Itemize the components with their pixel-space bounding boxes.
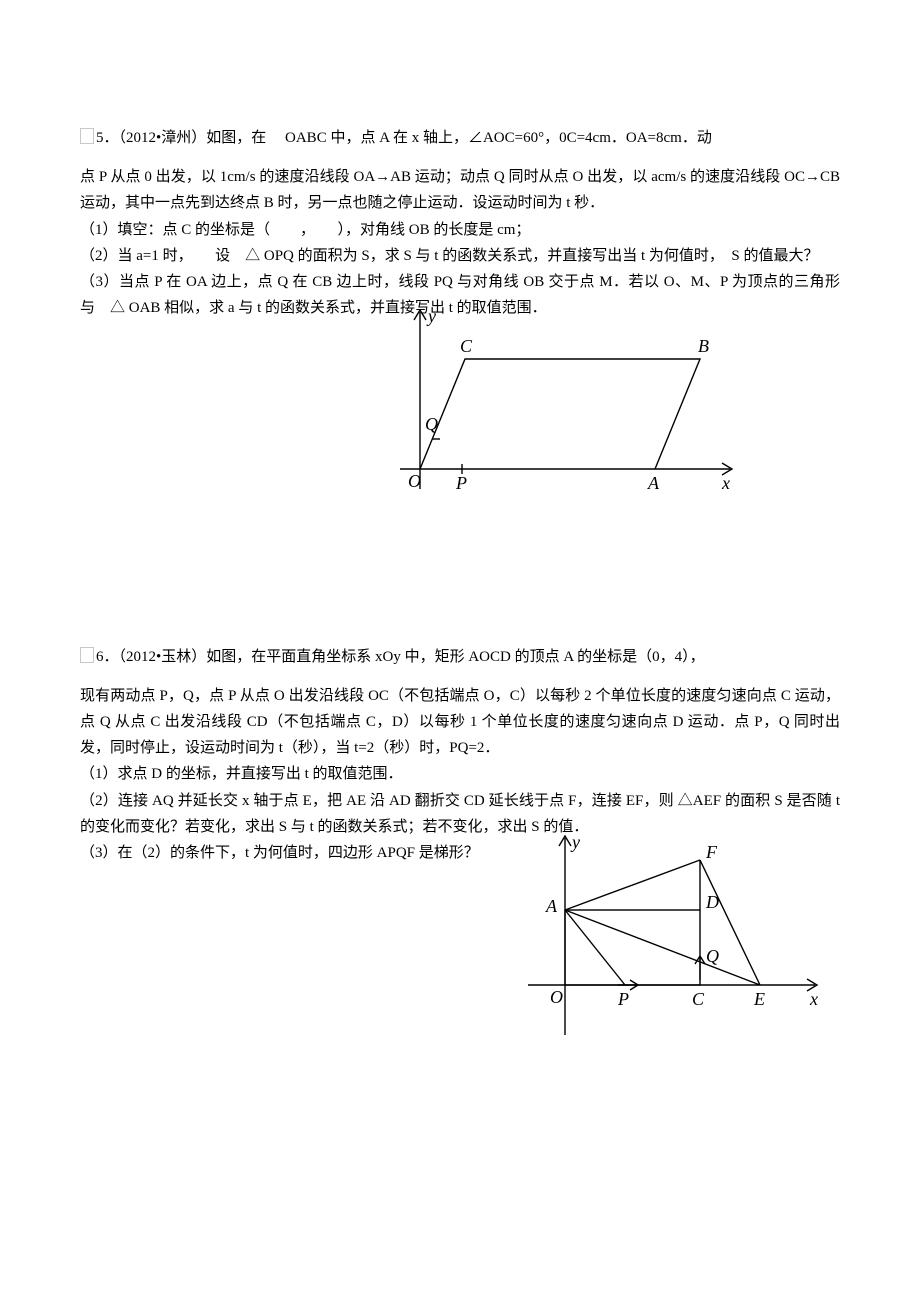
fig6-label-D: D: [705, 892, 719, 912]
fig6-label-P: P: [617, 989, 629, 1009]
problem-5-para1: 点 P 从点 0 出发，以 1cm/s 的速度沿线段 OA→AB 运动；动点 Q…: [80, 164, 840, 217]
fig5-label-x: x: [721, 473, 730, 493]
problem-6-q1: （1）求点 D 的坐标，并直接写出 t 的取值范围．: [80, 761, 840, 787]
problem-6: 6．（2012•玉林）如图，在平面直角坐标系 xOy 中，矩形 AOCD 的顶点…: [80, 639, 840, 1046]
fig6-label-F: F: [705, 842, 718, 862]
problem-6-para1: 现有两动点 P，Q，点 P 从点 O 出发沿线段 OC（不包括端点 O，C）以每…: [80, 683, 840, 762]
fig6-label-E: E: [753, 989, 765, 1009]
fig5-label-Q: Q: [425, 414, 438, 434]
placeholder-box: [80, 128, 94, 144]
placeholder-box: [80, 647, 94, 663]
fig6-label-Q: Q: [706, 946, 719, 966]
problem-5: 5．（2012•漳州）如图，在 OABC 中，点 A 在 x 轴上，∠AOC=6…: [80, 120, 840, 509]
problem-6-number: 6．: [96, 649, 119, 665]
problem-6-lead: 6．（2012•玉林）如图，在平面直角坐标系 xOy 中，矩形 AOCD 的顶点…: [80, 639, 840, 675]
fig6-label-A: A: [545, 896, 558, 916]
fig5-label-P: P: [455, 473, 467, 493]
figure-6: O P C E x y A D F Q: [510, 830, 830, 1045]
fig5-label-B: B: [698, 336, 709, 356]
problem-5-lead: 5．（2012•漳州）如图，在 OABC 中，点 A 在 x 轴上，∠AOC=6…: [80, 120, 840, 156]
fig5-label-A: A: [647, 473, 660, 493]
fig6-label-O: O: [550, 987, 563, 1007]
fig5-label-y: y: [426, 306, 436, 326]
figure-5: O P A x y Q C B: [370, 304, 740, 504]
fig5-label-C: C: [460, 336, 473, 356]
problem-5-q1: （1）填空：点 C 的坐标是（ ， ），对角线 OB 的长度是 cm；: [80, 217, 840, 243]
problem-6-lead-text: （2012•玉林）如图，在平面直角坐标系 xOy 中，矩形 AOCD 的顶点 A…: [119, 649, 705, 665]
fig6-label-x: x: [809, 989, 818, 1009]
fig6-label-C: C: [692, 989, 705, 1009]
fig5-label-O: O: [408, 471, 421, 491]
problem-5-lead-text: （2012•漳州）如图，在 OABC 中，点 A 在 x 轴上，∠AOC=60°…: [119, 130, 712, 146]
problem-5-q2: （2）当 a=1 时， 设 △ OPQ 的面积为 S，求 S 与 t 的函数关系…: [80, 243, 840, 269]
problem-5-number: 5．: [96, 130, 119, 146]
